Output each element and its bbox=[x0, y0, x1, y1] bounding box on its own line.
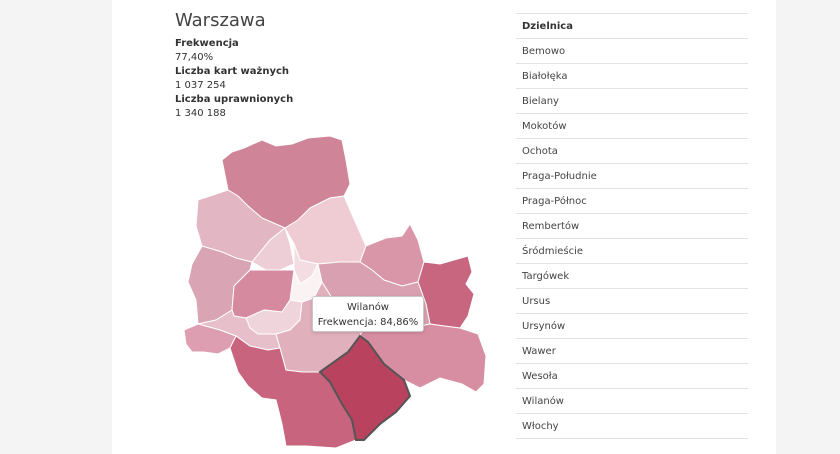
table-row[interactable]: Włochy bbox=[516, 414, 748, 439]
table-row[interactable]: Ursus bbox=[516, 289, 748, 314]
summary-panel: Warszawa Frekwencja 77,40% Liczba kart w… bbox=[175, 10, 293, 121]
turnout-label: Frekwencja bbox=[175, 38, 239, 49]
city-title: Warszawa bbox=[175, 10, 266, 31]
map-tooltip: Wilanów Frekwencja: 84,86% bbox=[312, 296, 424, 332]
table-row[interactable]: Ochota bbox=[516, 139, 748, 164]
eligible-value: 1 340 188 bbox=[175, 108, 226, 119]
table-row[interactable]: Targówek bbox=[516, 264, 748, 289]
tooltip-district: Wilanów bbox=[347, 302, 389, 313]
valid-cards-label: Liczba kart ważnych bbox=[175, 66, 290, 77]
valid-cards-value: 1 037 254 bbox=[175, 80, 226, 91]
table-header: Dzielnica bbox=[516, 13, 748, 39]
table-row[interactable]: Wesoła bbox=[516, 364, 748, 389]
district-ursus[interactable] bbox=[183, 323, 237, 355]
table-row[interactable]: Ursynów bbox=[516, 314, 748, 339]
table-row[interactable]: Wawer bbox=[516, 339, 748, 364]
table-row[interactable]: Praga-Południe bbox=[516, 164, 748, 189]
turnout-value: 77,40% bbox=[175, 52, 214, 63]
table-row[interactable]: Wilanów bbox=[516, 389, 748, 414]
table-row[interactable]: Praga-Północ bbox=[516, 189, 748, 214]
table-row[interactable]: Białołęka bbox=[516, 64, 748, 89]
table-row[interactable]: Rembertów bbox=[516, 214, 748, 239]
district-wilanow[interactable] bbox=[318, 334, 412, 441]
table-row[interactable]: Bielany bbox=[516, 89, 748, 114]
table-row[interactable]: Śródmieście bbox=[516, 239, 748, 264]
table-row[interactable]: Mokotów bbox=[516, 114, 748, 139]
district-map bbox=[183, 135, 487, 449]
tooltip-turnout: Frekwencja: 84,86% bbox=[317, 317, 419, 328]
district-table: Dzielnica Bemowo Białołęka Bielany Mokot… bbox=[516, 13, 748, 439]
table-row[interactable]: Bemowo bbox=[516, 39, 748, 64]
eligible-label: Liczba uprawnionych bbox=[175, 94, 294, 105]
